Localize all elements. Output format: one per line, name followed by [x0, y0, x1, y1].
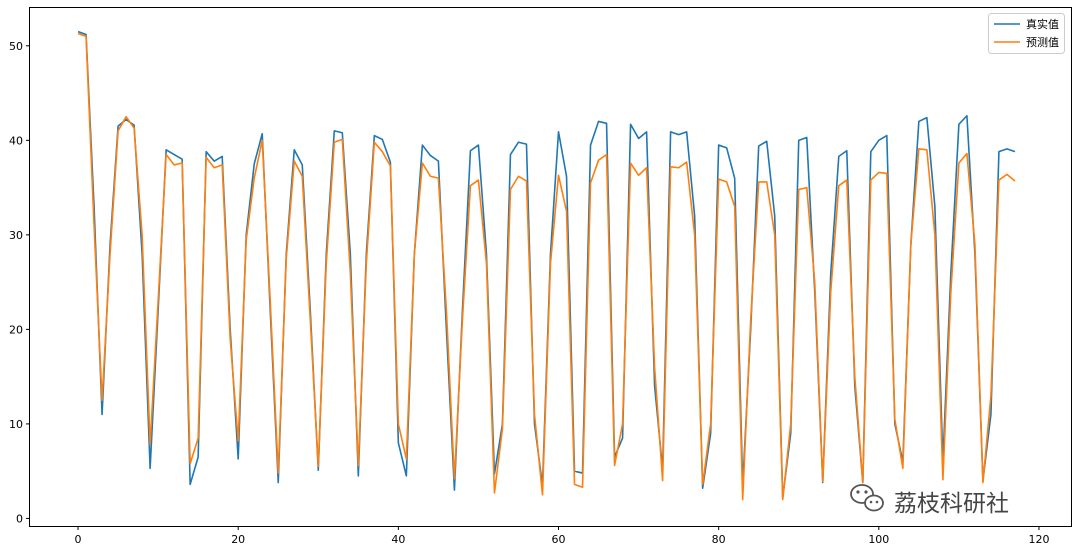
y-tick-label: 50: [9, 40, 23, 53]
legend-label-actual: 真实值: [1026, 17, 1059, 31]
watermark-text: 荔枝科研社: [894, 491, 1009, 517]
x-tick-label: 40: [391, 533, 405, 546]
wechat-icon: [850, 484, 884, 512]
y-tick-label: 30: [9, 229, 23, 242]
legend: 真实值 预测值: [988, 13, 1065, 54]
x-tick-label: 100: [868, 533, 889, 546]
y-tick-label: 40: [9, 134, 23, 147]
x-tick-label: 60: [552, 533, 566, 546]
x-tick-label: 80: [712, 533, 726, 546]
watermark: 荔枝科研社: [850, 484, 1009, 517]
series-layer: [77, 30, 1016, 501]
x-tick-label: 120: [1028, 533, 1049, 546]
series-line-predicted: [77, 32, 1016, 501]
legend-label-predicted: 预测值: [1026, 36, 1059, 49]
y-tick-label: 0: [16, 512, 23, 525]
y-tick-label: 10: [9, 418, 23, 431]
y-tick-label: 20: [9, 323, 23, 336]
axes-layer: 0 20 40 60 80 100 120 0 10 20 30 40 50: [9, 40, 1049, 546]
plot-frame: [29, 7, 1072, 527]
x-tick-label: 0: [75, 533, 82, 546]
x-tick-label: 20: [231, 533, 245, 546]
